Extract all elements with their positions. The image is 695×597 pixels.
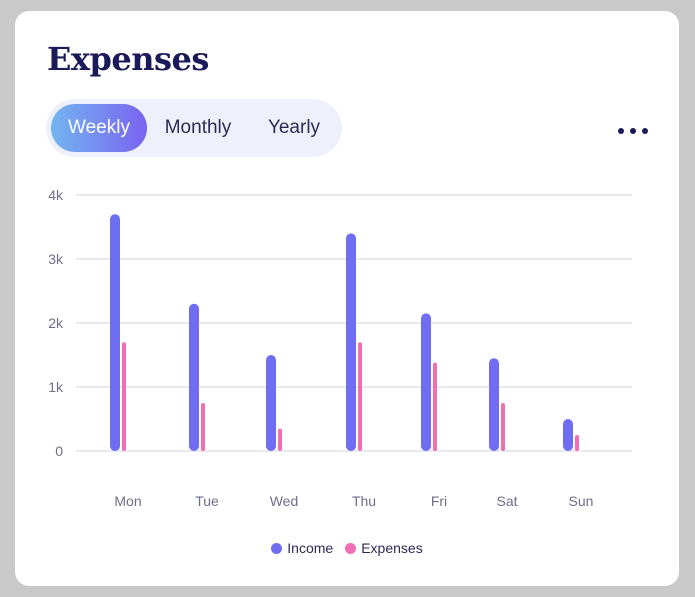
income-bar[interactable]: [110, 214, 120, 451]
income-bar[interactable]: [563, 419, 573, 451]
expenses-bar[interactable]: [433, 362, 437, 451]
expenses-dot-icon: [345, 542, 357, 554]
legend-label-income: Income: [287, 540, 334, 556]
expenses-bar[interactable]: [575, 435, 579, 451]
x-tick-label: Fri: [431, 493, 447, 509]
income-bar[interactable]: [266, 355, 276, 451]
income-bar[interactable]: [189, 303, 199, 451]
expenses-card: Expenses Weekly Monthly Yearly 0 1k 2k 3k 4k…: [15, 11, 679, 586]
expenses-bar[interactable]: [122, 342, 126, 451]
y-tick-label: 0: [55, 443, 63, 459]
bar-chart: 0 1k 2k 3k 4k Mon Tue Wed Thu Fri Sat Sun: [48, 187, 632, 509]
y-tick-label: 2k: [48, 315, 64, 331]
x-tick-label: Thu: [352, 493, 376, 509]
x-tick-label: Tue: [195, 493, 219, 509]
chart-legend: Income Expenses: [15, 538, 679, 558]
period-tabs: Weekly Monthly Yearly: [46, 99, 342, 157]
card-title: Expenses: [47, 40, 209, 78]
legend-item-income[interactable]: Income: [271, 540, 333, 556]
y-tick-label: 4k: [48, 187, 64, 203]
y-tick-label: 1k: [48, 379, 64, 395]
x-tick-label: Sat: [496, 493, 517, 509]
income-bar[interactable]: [421, 313, 431, 451]
legend-label-expenses: Expenses: [361, 540, 423, 556]
tab-weekly[interactable]: Weekly: [51, 104, 147, 152]
tab-yearly[interactable]: Yearly: [267, 117, 321, 138]
expenses-bar[interactable]: [501, 403, 505, 451]
y-tick-label: 3k: [48, 251, 64, 267]
x-tick-label: Sun: [569, 493, 594, 509]
expenses-bar[interactable]: [201, 403, 205, 451]
expenses-bar[interactable]: [278, 428, 282, 451]
tab-monthly[interactable]: Monthly: [164, 117, 232, 138]
income-bar[interactable]: [489, 358, 499, 451]
x-tick-label: Wed: [270, 493, 299, 509]
income-bar[interactable]: [346, 233, 356, 451]
income-dot-icon: [271, 542, 283, 554]
more-options-icon[interactable]: [615, 121, 651, 141]
x-tick-label: Mon: [114, 493, 141, 509]
legend-item-expenses[interactable]: Expenses: [345, 540, 423, 556]
expenses-bar[interactable]: [358, 342, 362, 451]
